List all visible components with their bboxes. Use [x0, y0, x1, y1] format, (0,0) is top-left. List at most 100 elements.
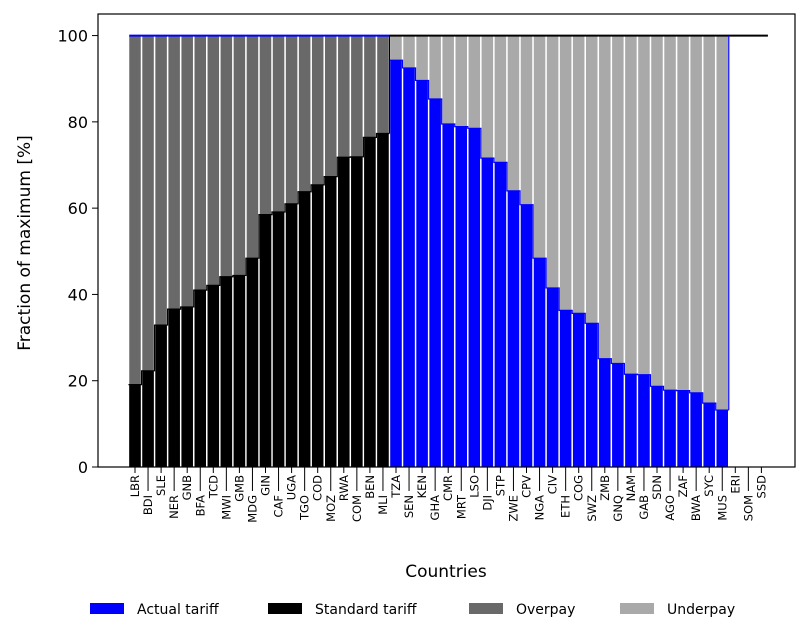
underpay-bar [651, 35, 663, 467]
y-tick-label: 0 [78, 458, 88, 477]
overpay-bar [207, 35, 220, 467]
x-tick-label: BDI [141, 495, 155, 515]
x-tick-label: UGA [285, 475, 299, 500]
actual-tariff-bar [416, 80, 428, 467]
underpay-bar [625, 35, 637, 467]
x-tick-label: KEN [415, 475, 429, 498]
underpay-bar [690, 35, 702, 467]
x-tick-label: DJI [480, 495, 494, 511]
x-tick-label: SLE [154, 475, 168, 496]
x-tick-label: NGA [533, 495, 547, 521]
x-tick-label: BEN [363, 475, 377, 499]
standard-tariff-bar [194, 290, 206, 467]
actual-tariff-bar [638, 374, 650, 467]
standard-tariff-bar [168, 309, 180, 467]
x-tick-label: MLI [376, 495, 390, 515]
standard-tariff-bar [142, 370, 154, 467]
legend-entry-underpay: Underpay [620, 602, 735, 618]
x-tick-label: GAB [637, 495, 651, 520]
x-tick-label: GHA [428, 495, 442, 521]
underpay-bar [586, 35, 598, 467]
underpay-bar [677, 35, 689, 467]
x-tick-label: TZA [389, 475, 403, 499]
x-tick-label: SDN [650, 475, 664, 500]
y-tick-label: 100 [57, 27, 88, 46]
x-tick-label: NER [167, 495, 181, 519]
standard-tariff-bar [364, 137, 376, 468]
actual-tariff-bar [494, 162, 507, 467]
x-tick-label: COM [350, 495, 364, 522]
actual-tariff-bar [442, 124, 454, 467]
x-tick-label: LSO [467, 475, 481, 498]
standard-tariff-line [128, 132, 390, 386]
actual-tariff-bar [429, 98, 441, 468]
underpay-bar [559, 35, 572, 467]
underpay-bar [533, 35, 546, 467]
x-tick-label: COG [572, 475, 586, 501]
x-tick-label: NAM [624, 475, 638, 501]
x-tick-label: ZMB [598, 475, 612, 501]
actual-tariff-bar [403, 67, 415, 467]
x-tick-label: MUS [715, 495, 729, 521]
underpay-bar [572, 35, 585, 467]
actual-tariff-line [389, 59, 729, 411]
actual-tariff-bar [468, 128, 481, 468]
overpay-bar [194, 35, 206, 467]
x-tick-label: LBR [128, 475, 142, 497]
actual-tariff-bar [703, 403, 715, 467]
legend-entry-actual: Actual tariff [90, 602, 219, 618]
overpay-bar [142, 35, 154, 467]
x-tick-label: SYC [702, 475, 716, 497]
underpay-bar [716, 35, 728, 467]
underpay-bar [664, 35, 676, 467]
legend-label: Standard tariff [315, 602, 417, 618]
underpay-bar [612, 35, 624, 467]
plot-frame [97, 13, 796, 468]
x-tick-label: MDG [245, 495, 259, 523]
actual-tariff-bar [481, 158, 494, 467]
standard-tariff-bar [285, 203, 298, 468]
actual-tariff-bar [599, 358, 611, 467]
overpay-bar [181, 35, 193, 467]
underpay-bar [599, 35, 611, 467]
y-tick-label: 20 [68, 372, 88, 391]
x-tick-label: AGO [663, 495, 677, 521]
actual-tariff-bar [651, 386, 663, 467]
actual-tariff-bar [390, 60, 402, 468]
x-tick-label: CAF [272, 495, 286, 518]
x-tick-label: STP [493, 475, 507, 496]
standard-tariff-bar [325, 176, 337, 468]
actual-tariff-bar [520, 204, 533, 468]
x-tick-label: BFA [193, 495, 207, 516]
legend-entry-standard: Standard tariff [268, 602, 417, 618]
x-tick-label: MWI [219, 495, 233, 520]
overpay-bar [246, 35, 259, 467]
x-tick-label: GIN [259, 475, 273, 496]
standard-tariff-bar [377, 133, 389, 467]
legend-swatch [620, 603, 654, 614]
x-tick-label: CIV [546, 475, 560, 494]
standard-tariff-bar [181, 306, 193, 467]
x-tick-label: COD [311, 475, 325, 501]
actual-tariff-bar [612, 363, 624, 467]
actual-tariff-bar [625, 374, 637, 467]
x-tick-label: ERI [728, 475, 742, 494]
legend-label: Overpay [516, 602, 575, 618]
y-tick-label: 60 [68, 199, 88, 218]
overpay-bar [155, 35, 167, 467]
actual-tariff-bar [507, 190, 520, 467]
y-tick-label: 40 [68, 285, 88, 304]
standard-tariff-bar [129, 384, 141, 467]
x-tick-label: GNQ [611, 495, 625, 522]
standard-tariff-bar [298, 191, 311, 467]
standard-tariff-bar [220, 276, 233, 467]
legend-swatch [268, 603, 302, 614]
standard-tariff-bar [233, 275, 246, 467]
x-tick-label: SEN [402, 495, 416, 518]
actual-tariff-bar [677, 390, 689, 467]
actual-tariff-bar [559, 310, 572, 467]
legend-label: Actual tariff [137, 602, 219, 618]
x-tick-label: GNB [180, 475, 194, 501]
x-tick-label: SWZ [585, 495, 599, 522]
